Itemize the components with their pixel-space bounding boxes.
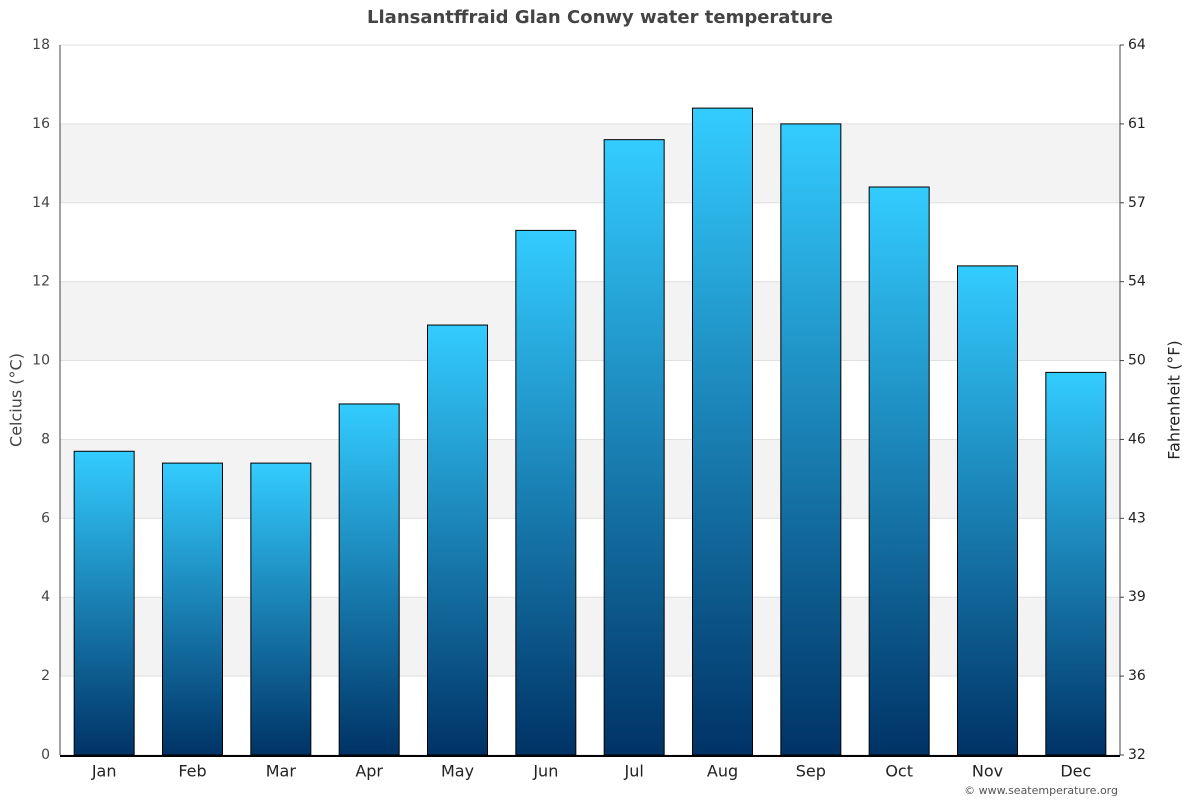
bar bbox=[250, 462, 312, 756]
bar bbox=[73, 450, 135, 756]
y2-axis-title: Fahrenheit (°F) bbox=[1165, 340, 1184, 459]
bar bbox=[868, 186, 930, 756]
x-tick-label: Jul bbox=[624, 762, 644, 781]
x-tick-label: May bbox=[441, 762, 474, 781]
y2-tick-label: 32 bbox=[1128, 747, 1146, 763]
y-tick-label: 6 bbox=[41, 510, 50, 526]
bar bbox=[338, 403, 400, 756]
bar bbox=[162, 462, 223, 756]
bar bbox=[427, 324, 488, 756]
y2-tick-label: 39 bbox=[1128, 589, 1146, 605]
bar bbox=[692, 107, 753, 756]
y2-tick-label: 43 bbox=[1128, 510, 1146, 526]
y-tick-label: 16 bbox=[32, 116, 50, 132]
y-tick-label: 10 bbox=[32, 353, 50, 369]
y-axis-title: Celcius (°C) bbox=[7, 353, 26, 447]
y2-tick-label: 50 bbox=[1128, 353, 1146, 369]
y2-tick-label: 46 bbox=[1128, 431, 1146, 447]
x-tick-label: Oct bbox=[885, 762, 913, 781]
x-tick-label: Aug bbox=[707, 762, 738, 781]
y-tick-label: 0 bbox=[41, 747, 50, 763]
y2-tick-label: 57 bbox=[1128, 195, 1146, 211]
source: © www.seatemperature.org bbox=[964, 784, 1118, 797]
y-tick-label: 18 bbox=[32, 37, 50, 53]
x-tick-label: Mar bbox=[266, 762, 297, 781]
x-tick-label: Apr bbox=[355, 762, 383, 781]
bar bbox=[603, 139, 665, 756]
bar bbox=[780, 123, 842, 756]
bar bbox=[515, 229, 577, 756]
x-tick-label: Feb bbox=[178, 762, 206, 781]
x-tick-label: Jan bbox=[91, 762, 117, 781]
y2-tick-label: 36 bbox=[1128, 668, 1146, 684]
chart-title: Llansantffraid Glan Conwy water temperat… bbox=[367, 7, 833, 28]
y2-tick-label: 54 bbox=[1128, 274, 1146, 290]
x-tick-label: Jun bbox=[532, 762, 558, 781]
y2-tick-label: 64 bbox=[1128, 37, 1146, 53]
grid-band bbox=[60, 281, 1120, 361]
bar bbox=[1045, 371, 1107, 756]
y-tick-label: 8 bbox=[41, 431, 50, 447]
y-tick-label: 12 bbox=[32, 274, 50, 290]
y2-tick-label: 61 bbox=[1128, 116, 1146, 132]
x-tick-label: Sep bbox=[796, 762, 826, 781]
grid-band bbox=[60, 439, 1120, 519]
x-tick-label: Nov bbox=[972, 762, 1003, 781]
x-tick-label: Dec bbox=[1060, 762, 1091, 781]
bar bbox=[957, 265, 1018, 756]
y-tick-label: 14 bbox=[32, 195, 50, 211]
y-tick-label: 4 bbox=[41, 589, 50, 605]
grid-band bbox=[60, 123, 1120, 203]
y-tick-label: 2 bbox=[41, 668, 50, 684]
grid-band bbox=[60, 597, 1120, 677]
